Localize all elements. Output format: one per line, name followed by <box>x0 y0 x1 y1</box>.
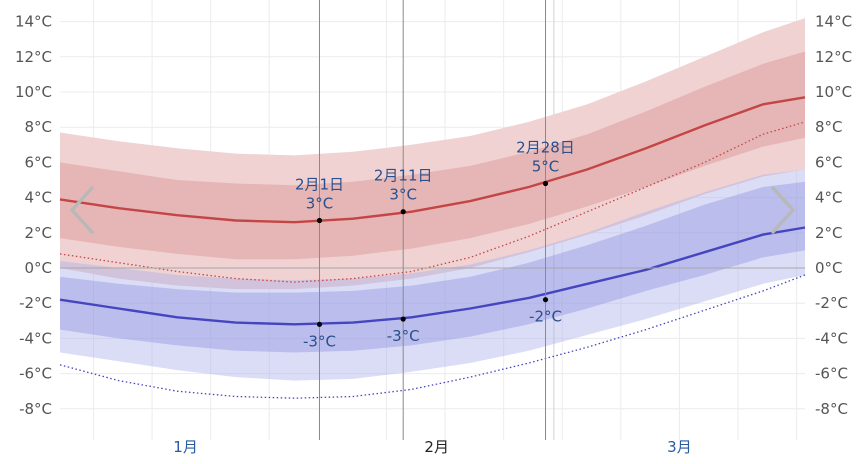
marker-low-label: -3°C <box>303 332 336 350</box>
marker-date-label: 2月1日 <box>295 175 344 193</box>
y-tick-label-right: 12°C <box>815 48 852 66</box>
y-tick-label-left: -6°C <box>19 365 52 383</box>
next-button[interactable] <box>767 184 797 236</box>
y-tick-label-left: -2°C <box>19 294 52 312</box>
y-tick-label-right: 14°C <box>815 13 852 31</box>
marker-high-dot <box>316 217 323 224</box>
chevron-right-icon <box>771 186 795 234</box>
low-outer-band <box>60 169 805 381</box>
low-mean-line <box>59 226 806 326</box>
low-inner-band <box>60 181 805 353</box>
y-tick-label-right: -2°C <box>815 294 848 312</box>
month-label: 3月 <box>667 438 692 456</box>
y-tick-label-right: 10°C <box>815 83 852 101</box>
marker-date-label: 2月28日 <box>516 139 575 157</box>
y-tick-label-right: 6°C <box>815 153 843 171</box>
marker-high-dot <box>542 180 549 187</box>
y-tick-label-right: 8°C <box>815 118 843 136</box>
y-tick-label-left: 2°C <box>24 224 52 242</box>
y-tick-label-left: -8°C <box>19 400 52 418</box>
marker-high-dot <box>400 209 406 215</box>
y-tick-label-left: 6°C <box>24 153 52 171</box>
y-tick-label-right: 4°C <box>815 189 843 207</box>
y-tick-label-left: 4°C <box>24 189 52 207</box>
marker-low-label: -3°C <box>387 327 420 345</box>
month-label: 2月 <box>424 438 449 456</box>
marker-high-label: 3°C <box>306 194 334 212</box>
y-tick-label-left: 14°C <box>15 13 52 31</box>
y-tick-label-left: 12°C <box>15 48 52 66</box>
marker-low-dot <box>316 321 323 327</box>
marker-high-label: 5°C <box>532 158 560 176</box>
high-mean-line <box>59 96 806 224</box>
high-p10-dotted-line <box>59 121 806 283</box>
temperature-bands <box>60 18 805 381</box>
y-tick-label-left: 0°C <box>24 259 52 277</box>
y-tick-label-right: 2°C <box>815 224 843 242</box>
high-inner-band <box>60 51 805 260</box>
low-p10-dotted-line <box>59 274 806 399</box>
marker-date-label: 2月11日 <box>374 167 433 185</box>
y-tick-label-left: 10°C <box>15 83 52 101</box>
chevron-left-icon <box>70 186 94 234</box>
marker-low-dot <box>542 297 549 303</box>
y-tick-label-left: 8°C <box>24 118 52 136</box>
y-tick-label-left: -4°C <box>19 329 52 347</box>
prev-button[interactable] <box>68 184 98 236</box>
axes: 14°C 14°C 12°C 12°C 10°C 10°C 8°C 8°C 6°C 6°C 4°C 4… <box>15 13 852 456</box>
marker-low-dot <box>400 316 406 322</box>
temperature-lines <box>59 96 806 399</box>
y-tick-label-right: -6°C <box>815 365 848 383</box>
y-tick-label-right: 0°C <box>815 259 843 277</box>
marker-high-label: 3°C <box>389 186 417 204</box>
y-tick-label-right: -8°C <box>815 400 848 418</box>
month-label: 1月 <box>173 438 198 456</box>
y-tick-label-right: -4°C <box>815 329 848 347</box>
marker-low-label: -2°C <box>529 308 562 326</box>
